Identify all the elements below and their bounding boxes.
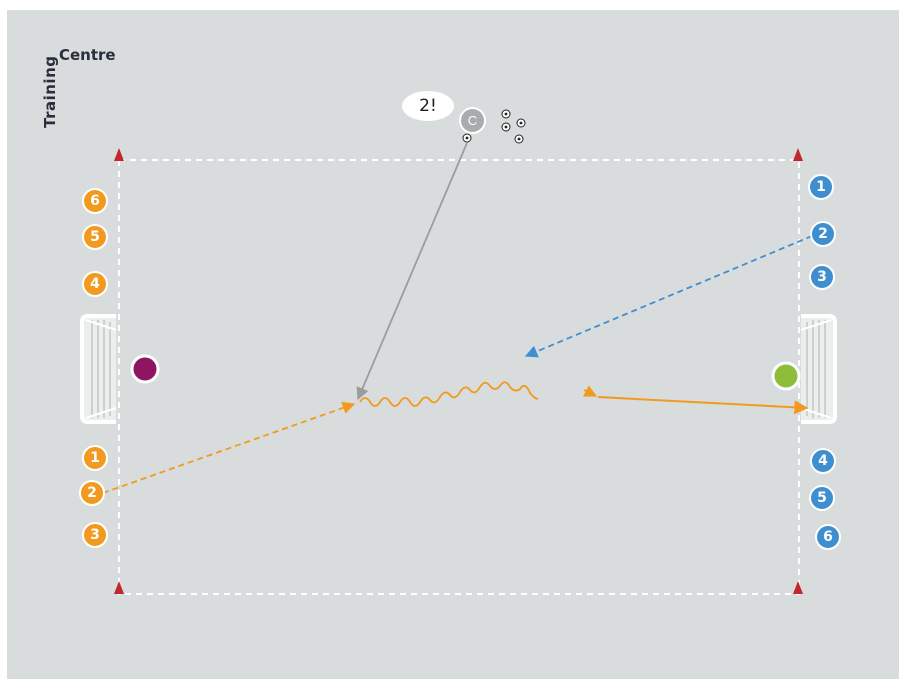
- ball-icon: [462, 133, 472, 143]
- goalkeeper-green: [771, 361, 801, 391]
- blue-player: 4: [810, 448, 836, 474]
- orange-player: 5: [82, 224, 108, 250]
- cone-icon: [793, 148, 803, 161]
- dribble-path: [359, 381, 539, 407]
- shot-arrow: [597, 396, 809, 415]
- goalkeeper-magenta: [130, 354, 160, 384]
- cone-icon: [793, 581, 803, 594]
- pitch-background: [7, 10, 899, 679]
- ball-icon: [501, 109, 511, 119]
- ball-icon: [516, 118, 526, 128]
- blue-player: 1: [808, 174, 834, 200]
- brand-training: Training: [41, 55, 59, 128]
- blue-player: 6: [815, 524, 841, 550]
- brand-centre: Centre: [59, 46, 116, 64]
- orange-player: 2: [79, 480, 105, 506]
- coach-callout: 2!: [402, 91, 454, 121]
- goal-icon: [800, 314, 837, 424]
- dribble-arrowhead: [583, 385, 598, 397]
- coach-marker: C: [459, 107, 486, 134]
- blue-run-arrow: [524, 235, 813, 358]
- blue-player: 2: [810, 221, 836, 247]
- cone-icon: [114, 148, 124, 161]
- cone-icon: [114, 581, 124, 594]
- ball-icon: [501, 122, 511, 132]
- ball-icon: [514, 134, 524, 144]
- orange-player: 3: [82, 522, 108, 548]
- orange-player: 6: [82, 188, 108, 214]
- blue-player: 5: [809, 485, 835, 511]
- orange-player: 1: [82, 445, 108, 471]
- blue-player: 3: [809, 264, 835, 290]
- goal-icon: [80, 314, 117, 424]
- orange-run-arrow: [102, 401, 356, 494]
- field-boundary: [118, 159, 800, 595]
- coach-pass-arrow: [356, 142, 468, 401]
- orange-player: 4: [82, 271, 108, 297]
